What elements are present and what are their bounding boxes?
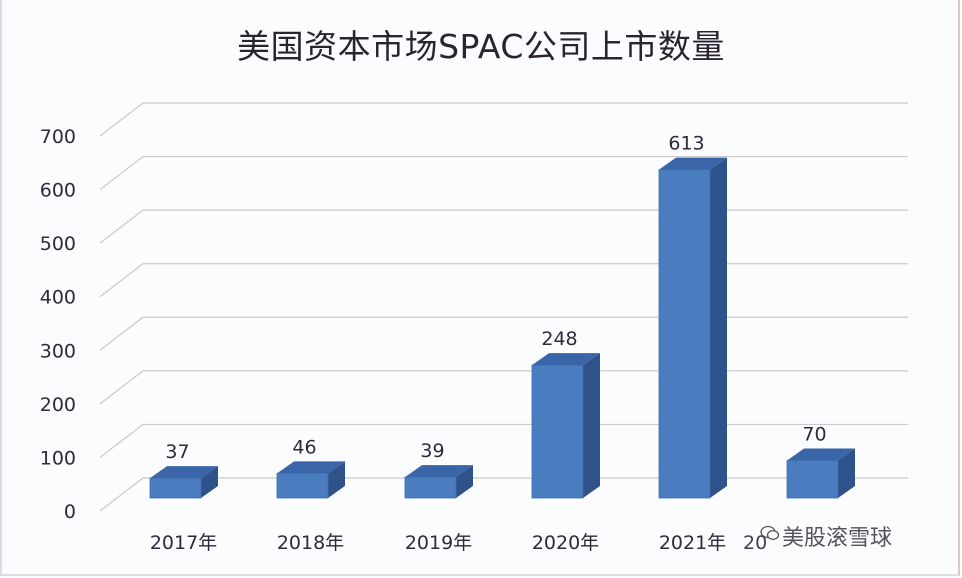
gridline xyxy=(99,423,908,458)
gridline xyxy=(99,370,908,405)
y-tick-label: 400 xyxy=(40,287,76,309)
bar-side xyxy=(710,157,727,498)
x-tick-label: 2017年 xyxy=(150,532,217,554)
gridline xyxy=(99,477,908,512)
chart-title: 美国资本市场SPAC公司上市数量 xyxy=(237,27,725,66)
y-tick-label: 500 xyxy=(40,233,76,255)
data-label: 613 xyxy=(668,133,704,155)
bar-top xyxy=(277,461,345,474)
bar-side xyxy=(328,461,345,498)
bar-side xyxy=(456,465,473,498)
y-tick-label: 600 xyxy=(40,180,76,202)
bar-top xyxy=(150,466,218,479)
bar-2021年 xyxy=(658,169,711,499)
gridline xyxy=(99,316,908,351)
y-tick-label: 100 xyxy=(40,447,76,469)
data-label: 46 xyxy=(292,436,316,458)
bar-top xyxy=(659,157,727,170)
gridline xyxy=(99,155,908,191)
data-label: 39 xyxy=(420,440,444,462)
wechat-icon xyxy=(760,525,780,540)
bar-top xyxy=(787,448,855,461)
data-label: 37 xyxy=(165,441,189,463)
gridline xyxy=(99,263,908,298)
x-tick-label: 2018年 xyxy=(277,532,344,554)
bar-side xyxy=(838,448,855,498)
y-tick-label: 700 xyxy=(40,126,76,148)
gridline xyxy=(99,209,908,244)
data-label: 70 xyxy=(802,424,826,446)
bar-side xyxy=(201,466,218,498)
watermark: 美股滚雪球 xyxy=(782,526,893,551)
x-tick-label: 2019年 xyxy=(405,532,472,554)
y-tick-label: 300 xyxy=(40,340,76,362)
bar-top xyxy=(405,465,473,478)
bar-top xyxy=(532,353,600,366)
bar-2017年 xyxy=(149,477,202,499)
x-tick-label: 2021年 xyxy=(659,532,726,554)
x-tick-label: 20 xyxy=(743,532,767,554)
bar-2019年 xyxy=(404,476,457,499)
y-tick-label: 0 xyxy=(64,501,76,523)
y-tick-label: 200 xyxy=(40,394,76,416)
bar-2022年 xyxy=(786,460,839,499)
bar-side xyxy=(583,353,600,498)
bar-2018年 xyxy=(276,472,329,499)
bar-2020年 xyxy=(531,364,584,499)
data-label: 248 xyxy=(541,328,577,350)
gridline xyxy=(99,102,908,137)
x-tick-label: 2020年 xyxy=(532,532,599,554)
